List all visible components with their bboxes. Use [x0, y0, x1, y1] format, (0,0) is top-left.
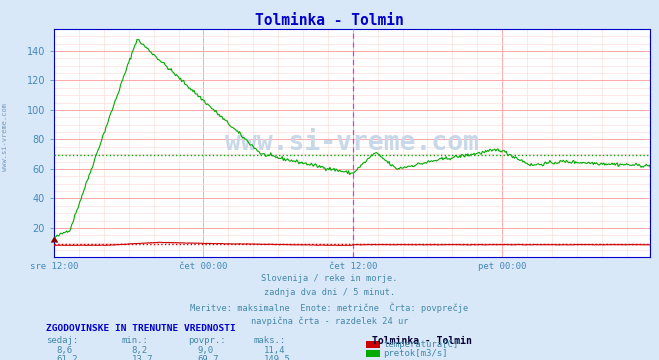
- Text: sre 12:00: sre 12:00: [30, 262, 78, 271]
- Text: 8,6: 8,6: [56, 346, 72, 355]
- Text: min.:: min.:: [122, 336, 149, 345]
- Text: Slovenija / reke in morje.: Slovenija / reke in morje.: [261, 274, 398, 283]
- Text: 11,4: 11,4: [264, 346, 285, 355]
- Text: temperatura[C]: temperatura[C]: [384, 340, 459, 349]
- Text: Meritve: maksimalne  Enote: metrične  Črta: povprečje: Meritve: maksimalne Enote: metrične Črta…: [190, 302, 469, 313]
- Text: 9,0: 9,0: [198, 346, 214, 355]
- Text: www.si-vreme.com: www.si-vreme.com: [2, 103, 9, 171]
- Text: 8,2: 8,2: [132, 346, 148, 355]
- Text: čet 00:00: čet 00:00: [179, 262, 227, 271]
- Text: 13,7: 13,7: [132, 355, 154, 360]
- Text: pet 00:00: pet 00:00: [478, 262, 527, 271]
- Text: Tolminka - Tolmin: Tolminka - Tolmin: [372, 336, 473, 346]
- Text: povpr.:: povpr.:: [188, 336, 225, 345]
- Text: ZGODOVINSKE IN TRENUTNE VREDNOSTI: ZGODOVINSKE IN TRENUTNE VREDNOSTI: [46, 324, 236, 333]
- Text: navpična črta - razdelek 24 ur: navpična črta - razdelek 24 ur: [251, 317, 408, 326]
- Text: 69,7: 69,7: [198, 355, 219, 360]
- Text: Tolminka - Tolmin: Tolminka - Tolmin: [255, 13, 404, 28]
- Text: sedaj:: sedaj:: [46, 336, 78, 345]
- Text: zadnja dva dni / 5 minut.: zadnja dva dni / 5 minut.: [264, 288, 395, 297]
- Text: 61,2: 61,2: [56, 355, 78, 360]
- Text: www.si-vreme.com: www.si-vreme.com: [225, 130, 479, 156]
- Text: pretok[m3/s]: pretok[m3/s]: [384, 349, 448, 358]
- Text: čet 12:00: čet 12:00: [329, 262, 377, 271]
- Text: maks.:: maks.:: [254, 336, 286, 345]
- Text: 149,5: 149,5: [264, 355, 291, 360]
